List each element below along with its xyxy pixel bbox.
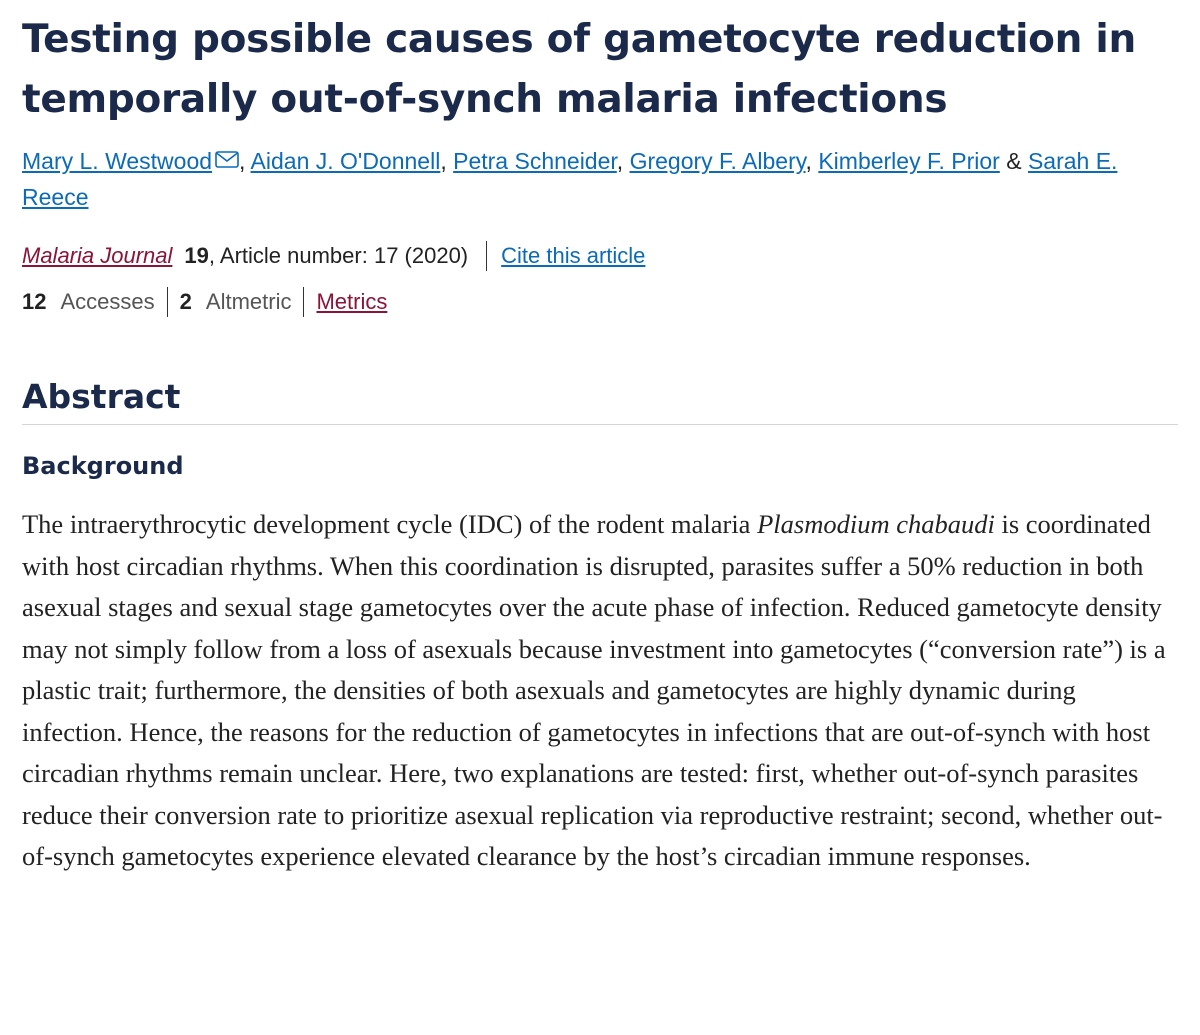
abstract-heading: Abstract	[22, 377, 1178, 425]
divider	[486, 241, 488, 271]
divider	[303, 287, 305, 317]
accesses-count: 12	[22, 289, 47, 314]
abstract-text-part-2: is coordinated with host circadian rhyth…	[22, 509, 1166, 872]
volume-number: 19	[184, 243, 209, 268]
altmetric-label: Altmetric	[205, 289, 292, 314]
author-link-reece[interactable]: Sarah E. Reece	[22, 148, 1118, 210]
article-number: , Article number: 17 (2020)	[208, 243, 469, 268]
article-title: Testing possible causes of gametocyte re…	[22, 17, 1136, 122]
author-link-odonnell[interactable]: Aidan J. O'Donnell	[250, 148, 441, 174]
author-separator: ,	[239, 148, 251, 174]
author-separator: ,	[616, 148, 630, 174]
species-name: Plasmodium chabaudi	[757, 509, 995, 540]
author-separator: ,	[805, 148, 819, 174]
divider	[166, 287, 168, 317]
author-final-separator: &	[999, 148, 1028, 174]
citation-line: Malaria Journal 19 , Article number: 17 …	[22, 239, 1178, 273]
background-heading: Background	[22, 452, 184, 481]
metrics-bar: 12 Accesses 2 Altmetric Metrics	[22, 285, 1178, 319]
cite-this-article-link[interactable]: Cite this article	[501, 243, 646, 268]
author-link-schneider[interactable]: Petra Schneider	[453, 148, 617, 174]
accesses-label: Accesses	[60, 289, 155, 314]
article-page: Testing possible causes of gametocyte re…	[0, 10, 1200, 1035]
author-link-albery[interactable]: Gregory F. Albery	[629, 148, 806, 174]
metrics-link[interactable]: Metrics	[316, 289, 388, 314]
author-separator: ,	[440, 148, 454, 174]
author-list: Mary L. Westwood, Aidan J. O'Donnell, Pe…	[22, 142, 1178, 215]
author-link-prior[interactable]: Kimberley F. Prior	[818, 148, 1000, 174]
envelope-icon[interactable]	[215, 142, 239, 168]
abstract-paragraph: The intraerythrocytic development cycle …	[22, 504, 1178, 878]
abstract-text-part-1: The intraerythrocytic development cycle …	[22, 509, 758, 540]
author-link-westwood[interactable]: Mary L. Westwood	[22, 148, 213, 174]
altmetric-count: 2	[179, 289, 192, 314]
journal-link[interactable]: Malaria Journal	[22, 243, 173, 268]
